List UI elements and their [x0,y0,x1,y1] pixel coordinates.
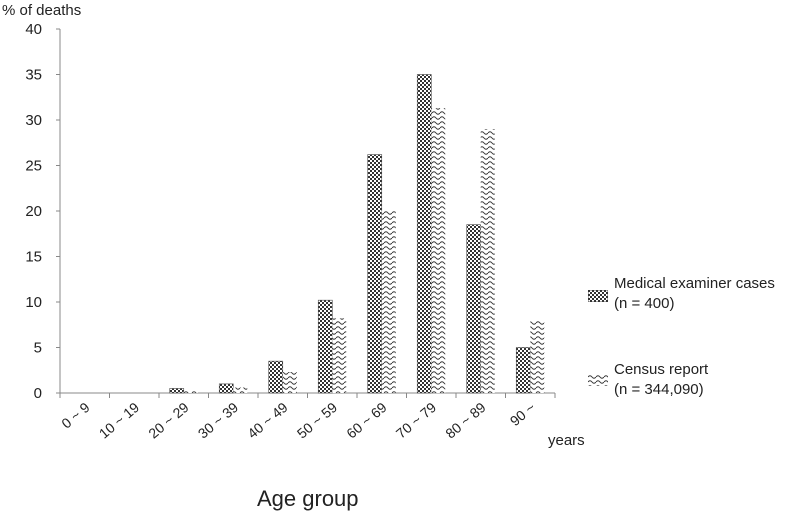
bar-medical-examiner-5 [317,299,333,394]
bar-census-5 [332,318,347,393]
y-ticks: 0 5 10 15 20 25 30 35 40 [25,21,60,402]
x-tick-label: 60 ~ 69 [343,399,390,442]
legend-series-n: (n = 344,090) [614,381,704,398]
legend-text-census: Census report (n = 344,090) [614,360,708,400]
bar-medical-examiner-7 [416,74,432,394]
bar-medical-examiner-2 [169,388,185,394]
bar-medical-examiner-6 [367,154,383,394]
x-tick-label: 20 ~ 29 [145,399,192,442]
legend-swatch-checker [588,290,608,302]
y-tick-label: 5 [34,340,42,357]
legend-series-n: (n = 400) [614,295,675,312]
bar-census-9 [530,320,545,393]
x-tick-label: 10 ~ 19 [96,399,143,442]
x-axis-unit: years [548,432,585,449]
bar-census-6 [381,211,396,393]
bar-medical-examiner-3 [218,383,234,394]
y-tick-label: 30 [25,112,42,129]
y-tick-label: 10 [25,294,42,311]
bar-medical-examiner-4 [268,360,284,394]
bar-medical-examiner-8 [466,224,482,394]
legend-text-medical-examiner: Medical examiner cases (n = 400) [614,274,775,314]
y-tick-label: 40 [25,21,42,38]
x-axis-title: Age group [257,486,359,511]
x-tick-label: 90 ~ [507,399,538,429]
y-tick-label: 25 [25,158,42,175]
x-tick-label: 30 ~ 39 [195,399,242,442]
y-tick-label: 15 [25,249,42,266]
y-tick-label: 20 [25,203,42,220]
x-tick-label: 80 ~ 89 [442,399,489,442]
x-tick-label: 70 ~ 79 [393,399,440,442]
y-axis-label: % of deaths [2,2,82,19]
bar-census-7 [431,108,446,394]
y-tick-label: 35 [25,67,42,84]
x-tick-label: 50 ~ 59 [294,399,341,442]
x-tick-labels: 0 ~ 9 10 ~ 19 20 ~ 29 30 ~ 39 40 ~ 49 50 ~ 59… [58,399,538,442]
bar-census-2 [183,391,198,393]
legend-series-name: Census report [614,361,709,378]
bars [169,74,545,394]
legend-series-name: Medical examiner cases [614,275,775,292]
bar-census-4 [282,372,297,393]
bar-census-3 [233,387,248,393]
y-tick-label: 0 [34,385,42,402]
bar-medical-examiner-9 [515,347,531,394]
x-tick-label: 40 ~ 49 [244,399,291,442]
legend-swatch-wave [588,374,608,386]
x-tick-label: 0 ~ 9 [58,399,93,432]
bar-census-8 [480,129,495,393]
